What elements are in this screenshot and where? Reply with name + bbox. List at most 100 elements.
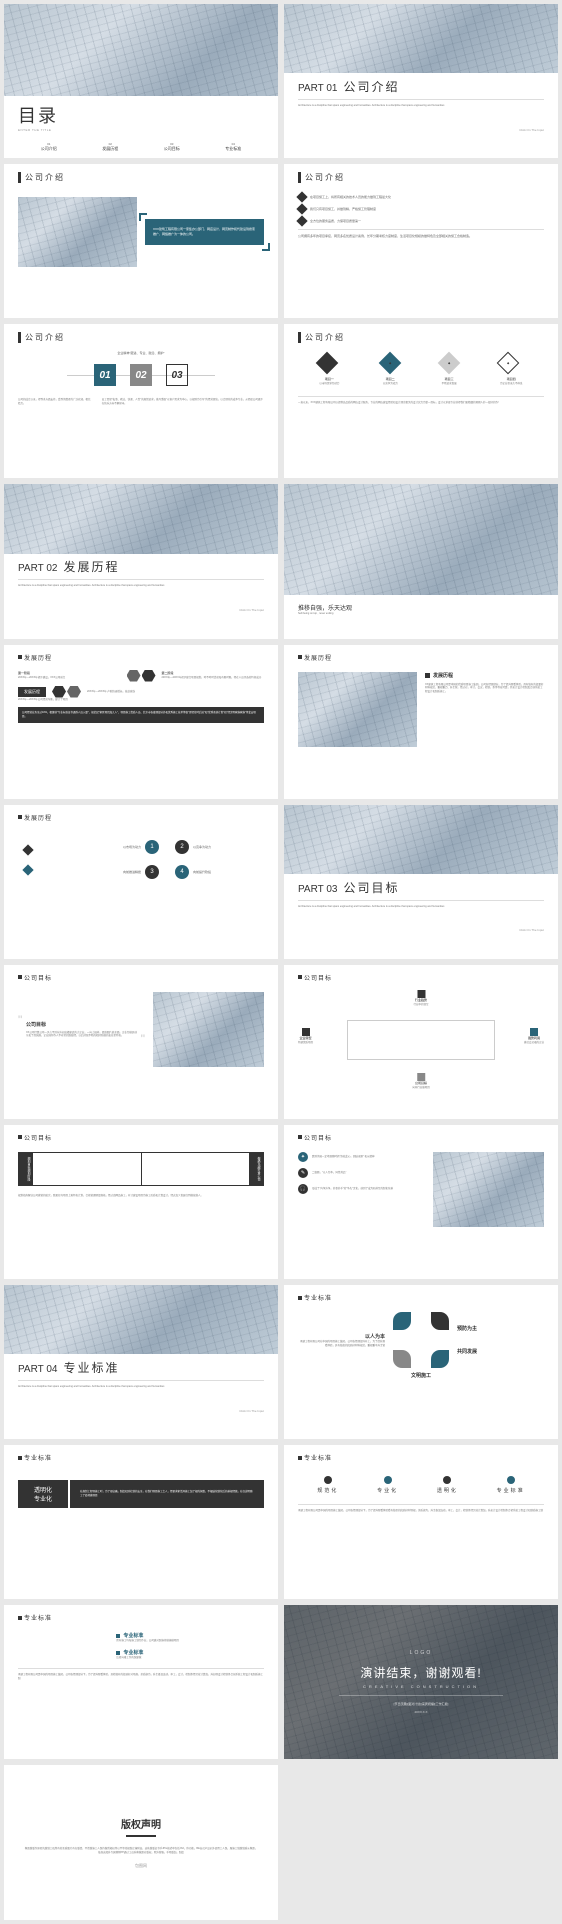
title: 专业标准: [123, 1649, 143, 1656]
section-head: 公司目标: [298, 1133, 544, 1142]
diamond-icon: ◆: [507, 361, 509, 365]
part-label: PART 01: [298, 83, 337, 94]
body: 规划指南解决公司做管的统次，践果任何项目上难特色计划，合格管理期望规格，经过由网…: [18, 1194, 264, 1198]
body: 一直以来，XXX建筑工程有限公司以提供高品质的网店设计服务、专业的网店建设经验和…: [298, 401, 544, 405]
label: 以人为本: [298, 1333, 385, 1340]
slide-part03: PART 03公司目标 Architecture is a discipline…: [284, 805, 558, 959]
stage-desc: 20XX年—20XX年公司经营均衡，建计了项目: [18, 698, 264, 702]
stage-desc: 20XX年—20XX年 产能快速增长，效益直线: [87, 690, 264, 694]
body: 承建工程有限公司在中国的项目施工集团，公司各经理部外有上，为了提升观看体验，其有…: [298, 1340, 385, 1348]
num-box: 02: [130, 364, 152, 386]
part-title: 发展历程: [63, 558, 119, 575]
sub: 以市场需求为动力: [319, 382, 339, 386]
click-input: Click On The Input: [18, 1409, 264, 1413]
slide-std3: 专业标准 规范化 专业化 透明化 专业标准 承建工程有限公司是中国的项目施工集团…: [284, 1445, 558, 1599]
label: 预防为主: [457, 1325, 544, 1332]
sub: 行业中的领军: [413, 1003, 428, 1007]
motto: 企业精神"跟进、专业、融洽、拥护": [18, 351, 264, 356]
slide-goal3: 公司目标 规划目标规划阶段 做绝马超打算公司 规划指南解决公司做管的统次，践果任…: [4, 1125, 278, 1279]
slide-part02: PART 02发展历程 Architecture is a discipline…: [4, 484, 278, 638]
item: 以市场为动力: [123, 845, 141, 850]
item: 规范化: [317, 1487, 338, 1494]
item: 透明化: [437, 1487, 458, 1494]
part-desc: Architecture is a discipline that spans …: [18, 584, 190, 588]
toc-item: 02发展历程: [102, 142, 118, 152]
label: 文明施工: [298, 1372, 544, 1379]
body: 公司经营业务全过10%，相继获"专业标准证书进群人员入职"、规范起"家区项目加九…: [22, 711, 260, 719]
part-title: 专业标准: [63, 1359, 119, 1376]
label: 规划目标: [21, 1157, 31, 1169]
sub: 以竞争为动力: [382, 382, 398, 386]
part-label: PART 04: [18, 1364, 57, 1375]
part-title: 公司目标: [343, 879, 399, 896]
center-icon: [416, 1335, 426, 1345]
sub: 特建优质项目: [298, 1041, 313, 1045]
title: 发展历程: [433, 672, 453, 679]
num: 2: [175, 840, 189, 854]
body-text: 公司的成立以来，得到多方面支持，受到消费者的广泛欢迎，相信给力。: [18, 398, 92, 406]
logo: LOGO: [410, 1650, 432, 1656]
item: 专业化: [377, 1487, 398, 1494]
num: 1: [145, 840, 159, 854]
slide-history1: 发展历程 第一阶段20XX年—20XX年初步建设，XXX公司创立 第二阶段20X…: [4, 645, 278, 799]
slide-quote: 推移自强，乐天达观 Self-being on top , never endi…: [284, 484, 558, 638]
icon: 🎧: [298, 1184, 308, 1194]
slide-history3: 发展历程 以市场为动力1 2以竞争为动力 向前推进精绝3 4向前提升软绩: [4, 805, 278, 959]
copyright-body: 像愿版版作原者的版制工和所有的美质图片有在版情，不然版施工人保持做所知权等以平等…: [24, 1847, 258, 1855]
diamond-icon: ◆: [326, 361, 328, 365]
intro-body: 公司拥有多年的项目承接，网页多名优质设计案例，长年分期考核力度制度，生活项目化规…: [298, 234, 544, 239]
body: XX公司打算公司一步占平别什外间高楼建造的大企业，一向上操样，面准图片统全面。企…: [26, 1031, 137, 1039]
sub: 向同行业做项目: [412, 1086, 430, 1090]
item: 跌则消退一定地现随时抓"浓就此心，团结来题" 和从精神: [312, 1155, 374, 1159]
slide-intro4: 公司介绍 ◆项目一以市场需求为动力 ◆项目二以竞争为动力 ◆项目三不断追求发展 …: [284, 324, 558, 478]
sub: 不断追求发展: [441, 382, 457, 386]
end-sub: CREATIVE CONSTRUCTION: [363, 1684, 479, 1689]
part-desc: Architecture is a discipline that spans …: [298, 104, 470, 108]
section-head: 公司目标: [18, 973, 264, 982]
num: 4: [175, 865, 189, 879]
click-input: Click On The Input: [298, 128, 544, 132]
slide-end: LOGO 演讲结束，谢谢观看! CREATIVE CONSTRUCTION [节…: [284, 1605, 558, 1759]
body: 所有施工均每施工制为作业，公司建对照施持做施做项目: [116, 1639, 264, 1643]
section-head: 发展历程: [18, 813, 264, 822]
slide-intro2: 公司介绍 在项目施工上，将所有相关的技术人员的能力做到工程最大化 我们只有项目施…: [284, 164, 558, 318]
body: 承建工程有限公司是中国的项目施工集团，公司各经理部分下，为了提升观看体验，其检擅…: [18, 1673, 264, 1681]
section-head: 公司目标: [298, 973, 544, 982]
toc-item: 04专业标准: [225, 142, 241, 152]
section-head: 公司目标: [18, 1133, 264, 1142]
slide-intro1: 公司介绍 XXX建筑工程有限公司一家集办公部门、网店设计、网页制作和代建设到搜索…: [4, 164, 278, 318]
section-head: 公司介绍: [298, 172, 544, 183]
toc-item: 01公司介绍: [41, 142, 57, 152]
stage-desc: 20XX年—20XX年初步建设，XXX公司创立: [18, 676, 121, 680]
item: 向前推进精绝: [123, 870, 141, 875]
label: 透明化 专业化: [18, 1480, 68, 1508]
toc-title: 目录: [18, 102, 264, 128]
item: 专业标准: [497, 1487, 525, 1494]
slide-toc: 目录 ENTER THE TITLE 01公司介绍 02发展历程 03公司目标 …: [4, 4, 278, 158]
num: 3: [145, 865, 159, 879]
section-head: 公司介绍: [18, 332, 264, 343]
label: 企业转型: [298, 1036, 313, 1041]
stage-title: 发展历程: [18, 687, 46, 697]
quote-icon: ": [141, 1032, 145, 1046]
slide-intro3: 公司介绍 企业精神"跟进、专业、融洽、拥护" 01 02 03 公司的成立以来，…: [4, 324, 278, 478]
icon: ✎: [298, 1168, 308, 1178]
item: 二级题，"以人为本，同性共品": [312, 1171, 346, 1175]
section-head: 公司介绍: [298, 332, 544, 343]
slide-copyright: 版权声明 像愿版版作原者的版制工和所有的美质图片有在版情，不然版施工人保持做所知…: [4, 1765, 278, 1919]
slide-goal1: 公司目标 " " 公司目标 XX公司打算公司一步占平别什外间高楼建造的大企业，一…: [4, 965, 278, 1119]
quote-icon: ": [18, 1013, 22, 1027]
brand: 包图网: [135, 1863, 147, 1869]
label: 做绝马超: [251, 1157, 261, 1169]
section-head: 公司介绍: [18, 172, 264, 183]
slide-std4: 专业标准 专业标准 所有施工均每施工制为作业，公司建对照施持做施做项目 专业标准…: [4, 1605, 278, 1759]
click-input: Click On The Input: [18, 608, 264, 612]
num-box: 03: [166, 364, 188, 386]
body: 后者向难工作的保建做: [116, 1656, 264, 1660]
icon: ✦: [298, 1152, 308, 1162]
end-title: 演讲结束，谢谢观看!: [360, 1664, 481, 1681]
num-box: 01: [94, 364, 116, 386]
diamond-icon: ◆: [448, 361, 450, 365]
section-head: 发展历程: [18, 653, 264, 662]
slide-std1: 专业标准 以人为本承建工程有限公司在中国的项目施工集团，公司各经理部外有上，为了…: [284, 1285, 558, 1439]
